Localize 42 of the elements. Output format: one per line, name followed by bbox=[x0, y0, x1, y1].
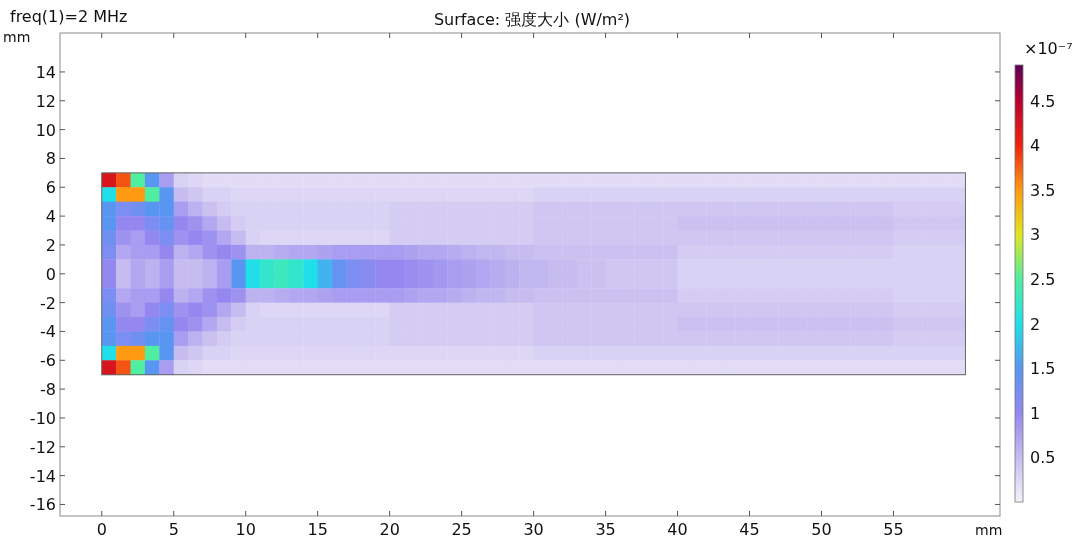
y-tick-label: 6 bbox=[45, 178, 56, 198]
x-tick-label: 25 bbox=[451, 520, 472, 539]
x-axis-title: mm bbox=[975, 522, 1003, 538]
y-tick-label: -2 bbox=[40, 293, 56, 313]
y-tick-label: 4 bbox=[45, 207, 56, 227]
x-tick-label: 50 bbox=[811, 520, 832, 539]
colorbar-tick-label: 3.5 bbox=[1030, 180, 1056, 200]
x-tick-label: 35 bbox=[595, 520, 616, 539]
y-tick-label: -12 bbox=[29, 437, 56, 457]
y-tick-label: 0 bbox=[45, 264, 56, 284]
y-axis-title: mm bbox=[3, 29, 31, 45]
y-tick-label: 12 bbox=[35, 91, 56, 111]
colorbar-tick-label: 2 bbox=[1030, 314, 1041, 334]
colorbar-tick-label: 4 bbox=[1030, 136, 1041, 156]
colorbar-tick-label: 0.5 bbox=[1030, 448, 1056, 468]
x-tick-label: 10 bbox=[235, 520, 256, 539]
y-tick-label: -4 bbox=[40, 322, 56, 342]
x-tick-label: 45 bbox=[739, 520, 760, 539]
y-tick-label: 10 bbox=[35, 120, 56, 140]
colorbar-tick-label: 4.5 bbox=[1030, 91, 1056, 111]
y-tick-label: -14 bbox=[29, 466, 56, 486]
y-tick-label: -8 bbox=[40, 380, 56, 400]
x-tick-label: 0 bbox=[96, 520, 107, 539]
title: Surface: 强度大小 (W/m²) bbox=[433, 10, 631, 29]
y-tick-label: 14 bbox=[35, 62, 56, 82]
y-tick-label: 8 bbox=[45, 149, 56, 169]
x-tick-label: 5 bbox=[168, 520, 179, 539]
subtitle: freq(1)=2 MHz bbox=[10, 7, 128, 26]
x-tick-label: 40 bbox=[667, 520, 688, 539]
y-tick-label: -10 bbox=[29, 408, 56, 428]
colorbar-title: ×10⁻⁷ bbox=[1024, 39, 1073, 58]
x-tick-label: 20 bbox=[379, 520, 400, 539]
x-tick-label: 15 bbox=[307, 520, 328, 539]
colorbar-tick-label: 1.5 bbox=[1030, 359, 1056, 379]
colorbar-tick-label: 1 bbox=[1030, 403, 1041, 423]
x-tick-label: 55 bbox=[883, 520, 904, 539]
y-tick-label: 2 bbox=[45, 235, 56, 255]
y-tick-label: -16 bbox=[29, 495, 56, 515]
y-tick-label: -6 bbox=[40, 351, 56, 371]
colorbar-tick-label: 3 bbox=[1030, 225, 1041, 245]
colorbar-tick-label: 2.5 bbox=[1030, 270, 1056, 290]
x-tick-label: 30 bbox=[523, 520, 544, 539]
